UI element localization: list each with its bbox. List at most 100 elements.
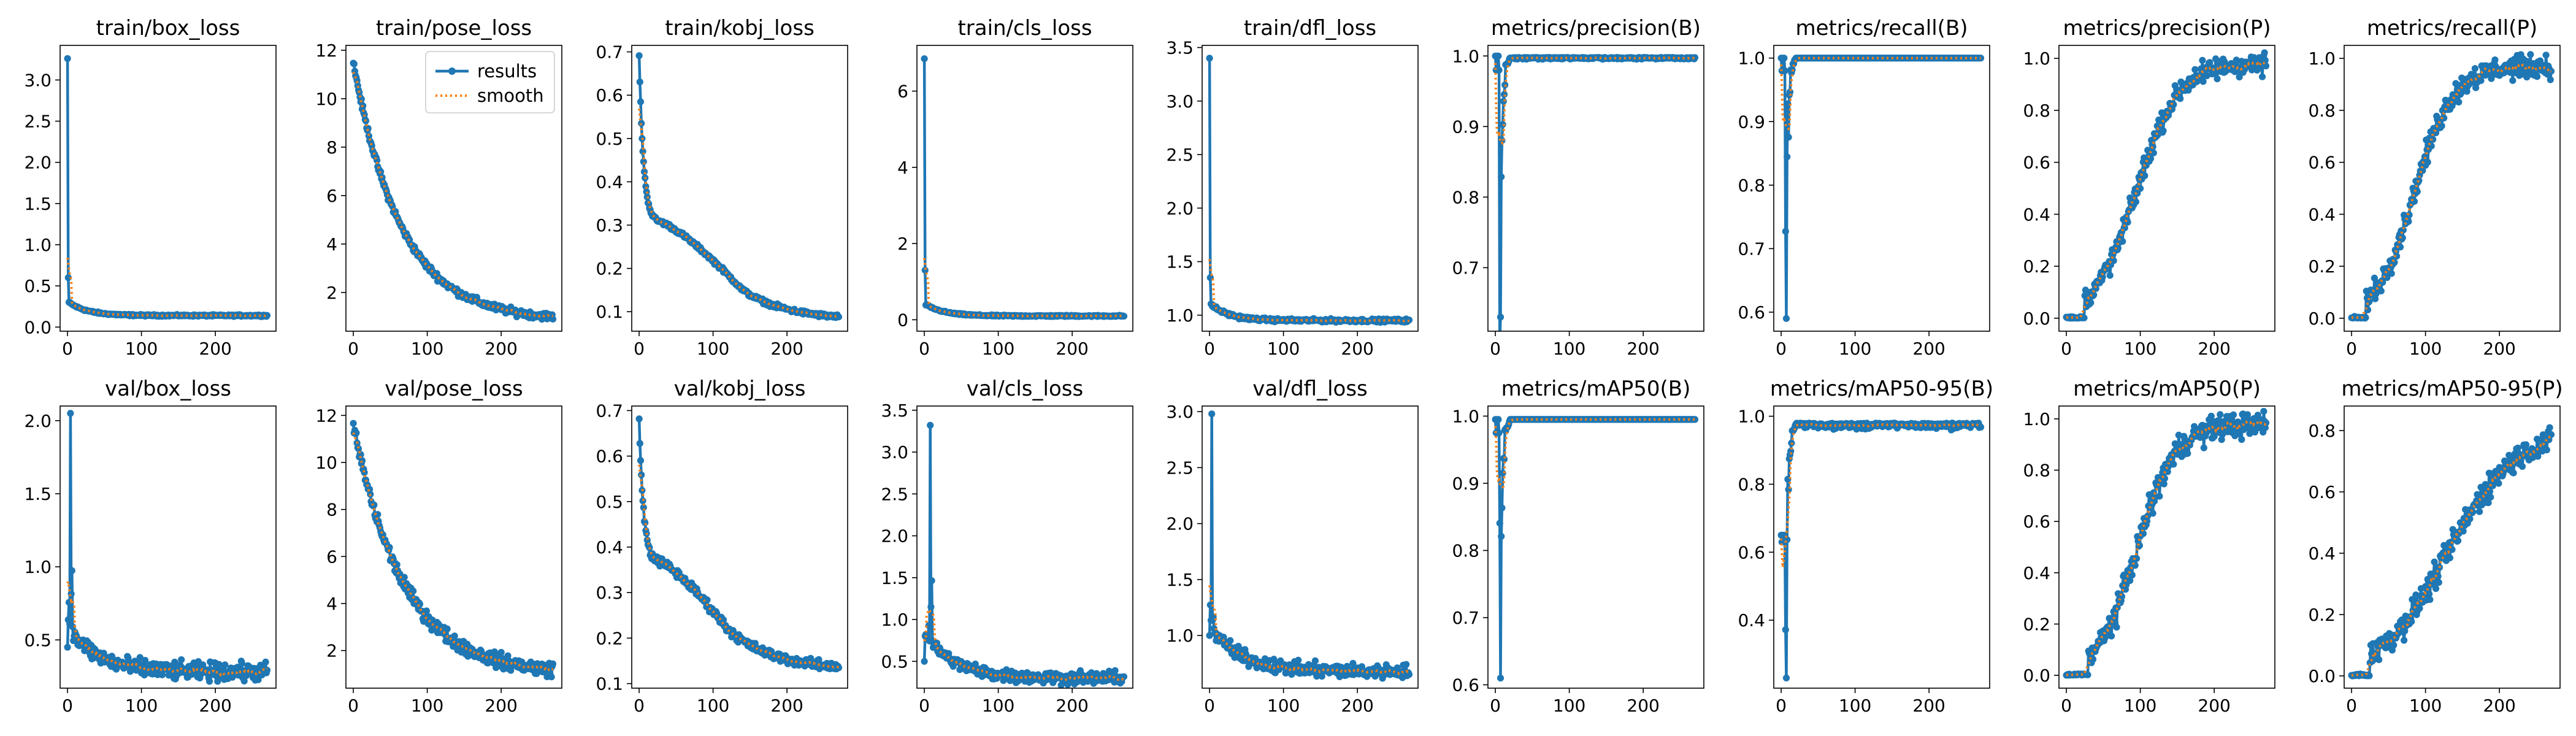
subplot-title: val/dfl_loss	[1252, 377, 1368, 401]
y-tick-label: 2	[326, 283, 337, 303]
results-point	[2421, 153, 2428, 160]
y-tick-label: 0.9	[1452, 473, 1479, 494]
results-point	[178, 656, 185, 664]
results-point	[2199, 56, 2206, 64]
axes-frame	[59, 45, 277, 332]
results-point	[142, 657, 149, 664]
y-tick-label: 1.0	[1166, 626, 1194, 646]
results-point	[639, 497, 646, 505]
x-tick-label: 0	[1490, 696, 1501, 716]
results-point	[374, 511, 381, 518]
results-point	[2108, 632, 2115, 640]
y-tick-label: 2.0	[881, 526, 908, 546]
results-point	[549, 315, 557, 323]
y-tick-label: 1.5	[881, 568, 908, 588]
results-point	[358, 457, 366, 464]
subplot-title: train/kobj_loss	[665, 16, 815, 40]
x-tick-label: 0	[1776, 696, 1787, 716]
y-tick-label: 1.0	[2023, 48, 2050, 69]
y-tick-label: 0.4	[2023, 563, 2050, 583]
results-point	[2527, 51, 2534, 58]
y-tick-label: 0.6	[1452, 675, 1479, 696]
results-point	[2471, 65, 2478, 72]
results-point	[263, 667, 271, 674]
y-tick-label: 0.0	[2023, 309, 2050, 329]
subplot-title: train/cls_loss	[957, 16, 1092, 40]
subplot-title: val/box_loss	[105, 377, 231, 401]
results-point	[2090, 291, 2098, 299]
axes-frame	[2344, 45, 2561, 332]
results-point	[2160, 127, 2167, 134]
axes-frame	[916, 45, 1133, 332]
results-point	[1206, 632, 1213, 639]
results-point	[2207, 412, 2215, 420]
x-tick-label: 100	[1267, 696, 1300, 716]
results-point	[2164, 468, 2171, 475]
y-tick-label: 0.8	[2023, 101, 2050, 121]
subplot-title: metrics/mAP50(P)	[2073, 377, 2261, 401]
x-tick-label: 0	[919, 696, 930, 716]
results-point	[393, 561, 401, 569]
y-tick-label: 0.7	[1452, 258, 1479, 278]
results-point	[500, 665, 507, 673]
results-point	[2149, 510, 2156, 517]
results-point	[2170, 101, 2177, 109]
x-tick-label: 200	[1056, 696, 1088, 716]
results-point	[2199, 78, 2207, 85]
axes-frame	[1773, 405, 1990, 689]
results-point	[1295, 656, 1302, 664]
y-tick-label: 3.0	[1166, 402, 1194, 422]
y-tick-label: 0.1	[596, 302, 623, 322]
results-point	[64, 274, 72, 282]
y-tick-label: 1.0	[2308, 48, 2336, 69]
results-point	[361, 469, 368, 477]
y-tick-label: 2.0	[1166, 198, 1194, 218]
smooth-line	[2352, 63, 2552, 319]
x-tick-label: 100	[697, 696, 729, 716]
results-point	[2087, 299, 2095, 307]
y-tick-label: 0.0	[24, 317, 52, 337]
x-tick-label: 0	[348, 339, 359, 359]
results-point	[636, 440, 643, 447]
x-tick-label: 100	[125, 339, 158, 359]
results-point	[2218, 436, 2225, 443]
y-tick-label: 0.8	[2023, 461, 2050, 481]
y-tick-label: 3.5	[881, 401, 908, 421]
axes-frame	[1487, 45, 1704, 332]
legend-smooth-label: smooth	[477, 85, 544, 106]
x-tick-label: 100	[2124, 696, 2156, 716]
results-point	[416, 600, 424, 608]
results-line	[922, 58, 1125, 318]
results-point	[2371, 274, 2378, 282]
x-tick-label: 200	[2198, 696, 2230, 716]
results-point	[1498, 173, 1505, 180]
y-tick-label: 6	[326, 186, 337, 206]
results-point	[2136, 542, 2143, 549]
results-point	[350, 420, 357, 427]
results-point	[2377, 287, 2385, 294]
x-tick-label: 200	[199, 696, 231, 716]
smooth-line	[1208, 585, 1409, 676]
y-tick-label: 1.0	[2023, 409, 2050, 429]
y-tick-label: 0.4	[2308, 204, 2336, 224]
subplot-title: metrics/precision(P)	[2063, 16, 2271, 40]
x-tick-label: 200	[2483, 696, 2515, 716]
results-point	[2087, 650, 2094, 657]
y-tick-label: 0.2	[596, 259, 623, 279]
y-tick-label: 10	[315, 453, 337, 473]
smooth-line	[1494, 418, 1695, 489]
results-point	[451, 632, 458, 640]
subplot-title: metrics/mAP50(B)	[1501, 377, 1691, 401]
results-point	[635, 52, 643, 59]
results-point	[1784, 475, 1792, 483]
results-point	[1782, 626, 1789, 634]
results-point	[401, 573, 408, 581]
subplot-title: metrics/recall(B)	[1795, 16, 1968, 40]
subplot-title: metrics/mAP50-95(B)	[1770, 377, 1993, 401]
y-tick-label: 0.4	[596, 172, 623, 192]
results-point	[925, 622, 932, 629]
y-tick-label: 0.9	[1452, 117, 1479, 137]
results-point	[1785, 134, 1792, 141]
